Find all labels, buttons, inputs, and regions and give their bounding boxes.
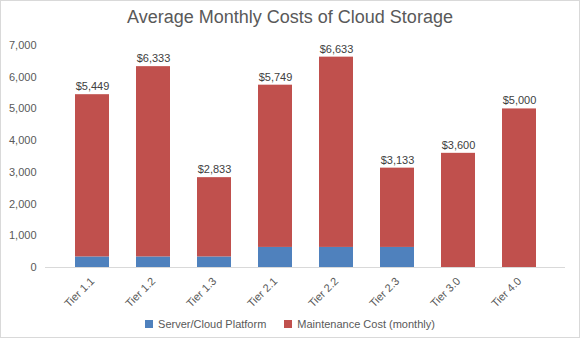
svg-text:$5,749: $5,749 [259,71,293,83]
svg-text:Tier 3.0: Tier 3.0 [428,275,463,310]
svg-text:$6,333: $6,333 [137,52,171,64]
svg-text:$3,133: $3,133 [381,154,415,166]
svg-text:$6,633: $6,633 [320,43,354,55]
html-text:Maintenance Cost (monthly): Maintenance Cost (monthly) [297,318,435,330]
svg-text:Tier 4.0: Tier 4.0 [489,275,524,310]
svg-text:Tier 2.2: Tier 2.2 [306,275,341,310]
svg-text:6,000: 6,000 [9,71,37,83]
svg-text:Tier 1.1: Tier 1.1 [62,275,97,310]
svg-text:$5,000: $5,000 [503,94,537,106]
svg-text:Tier 2.3: Tier 2.3 [367,275,402,310]
svg-text:4,000: 4,000 [9,134,37,146]
svg-text:7,000: 7,000 [9,39,37,51]
html-text:Server/Cloud Platform: Server/Cloud Platform [158,318,267,330]
svg-text:Tier 1.3: Tier 1.3 [184,275,219,310]
svg-text:2,000: 2,000 [9,198,37,210]
svg-text:$3,600: $3,600 [442,139,476,151]
svg-text:1,000: 1,000 [9,229,37,241]
svg-text:0: 0 [30,261,36,273]
svg-text:Tier 1.2: Tier 1.2 [123,275,158,310]
svg-text:$5,449: $5,449 [76,80,110,92]
svg-text:5,000: 5,000 [9,102,37,114]
html-text:Average Monthly Costs of Cloud: Average Monthly Costs of Cloud Storage [127,7,453,27]
svg-text:3,000: 3,000 [9,166,37,178]
svg-text:$2,833: $2,833 [198,163,232,175]
svg-text:Tier 2.1: Tier 2.1 [245,275,280,310]
